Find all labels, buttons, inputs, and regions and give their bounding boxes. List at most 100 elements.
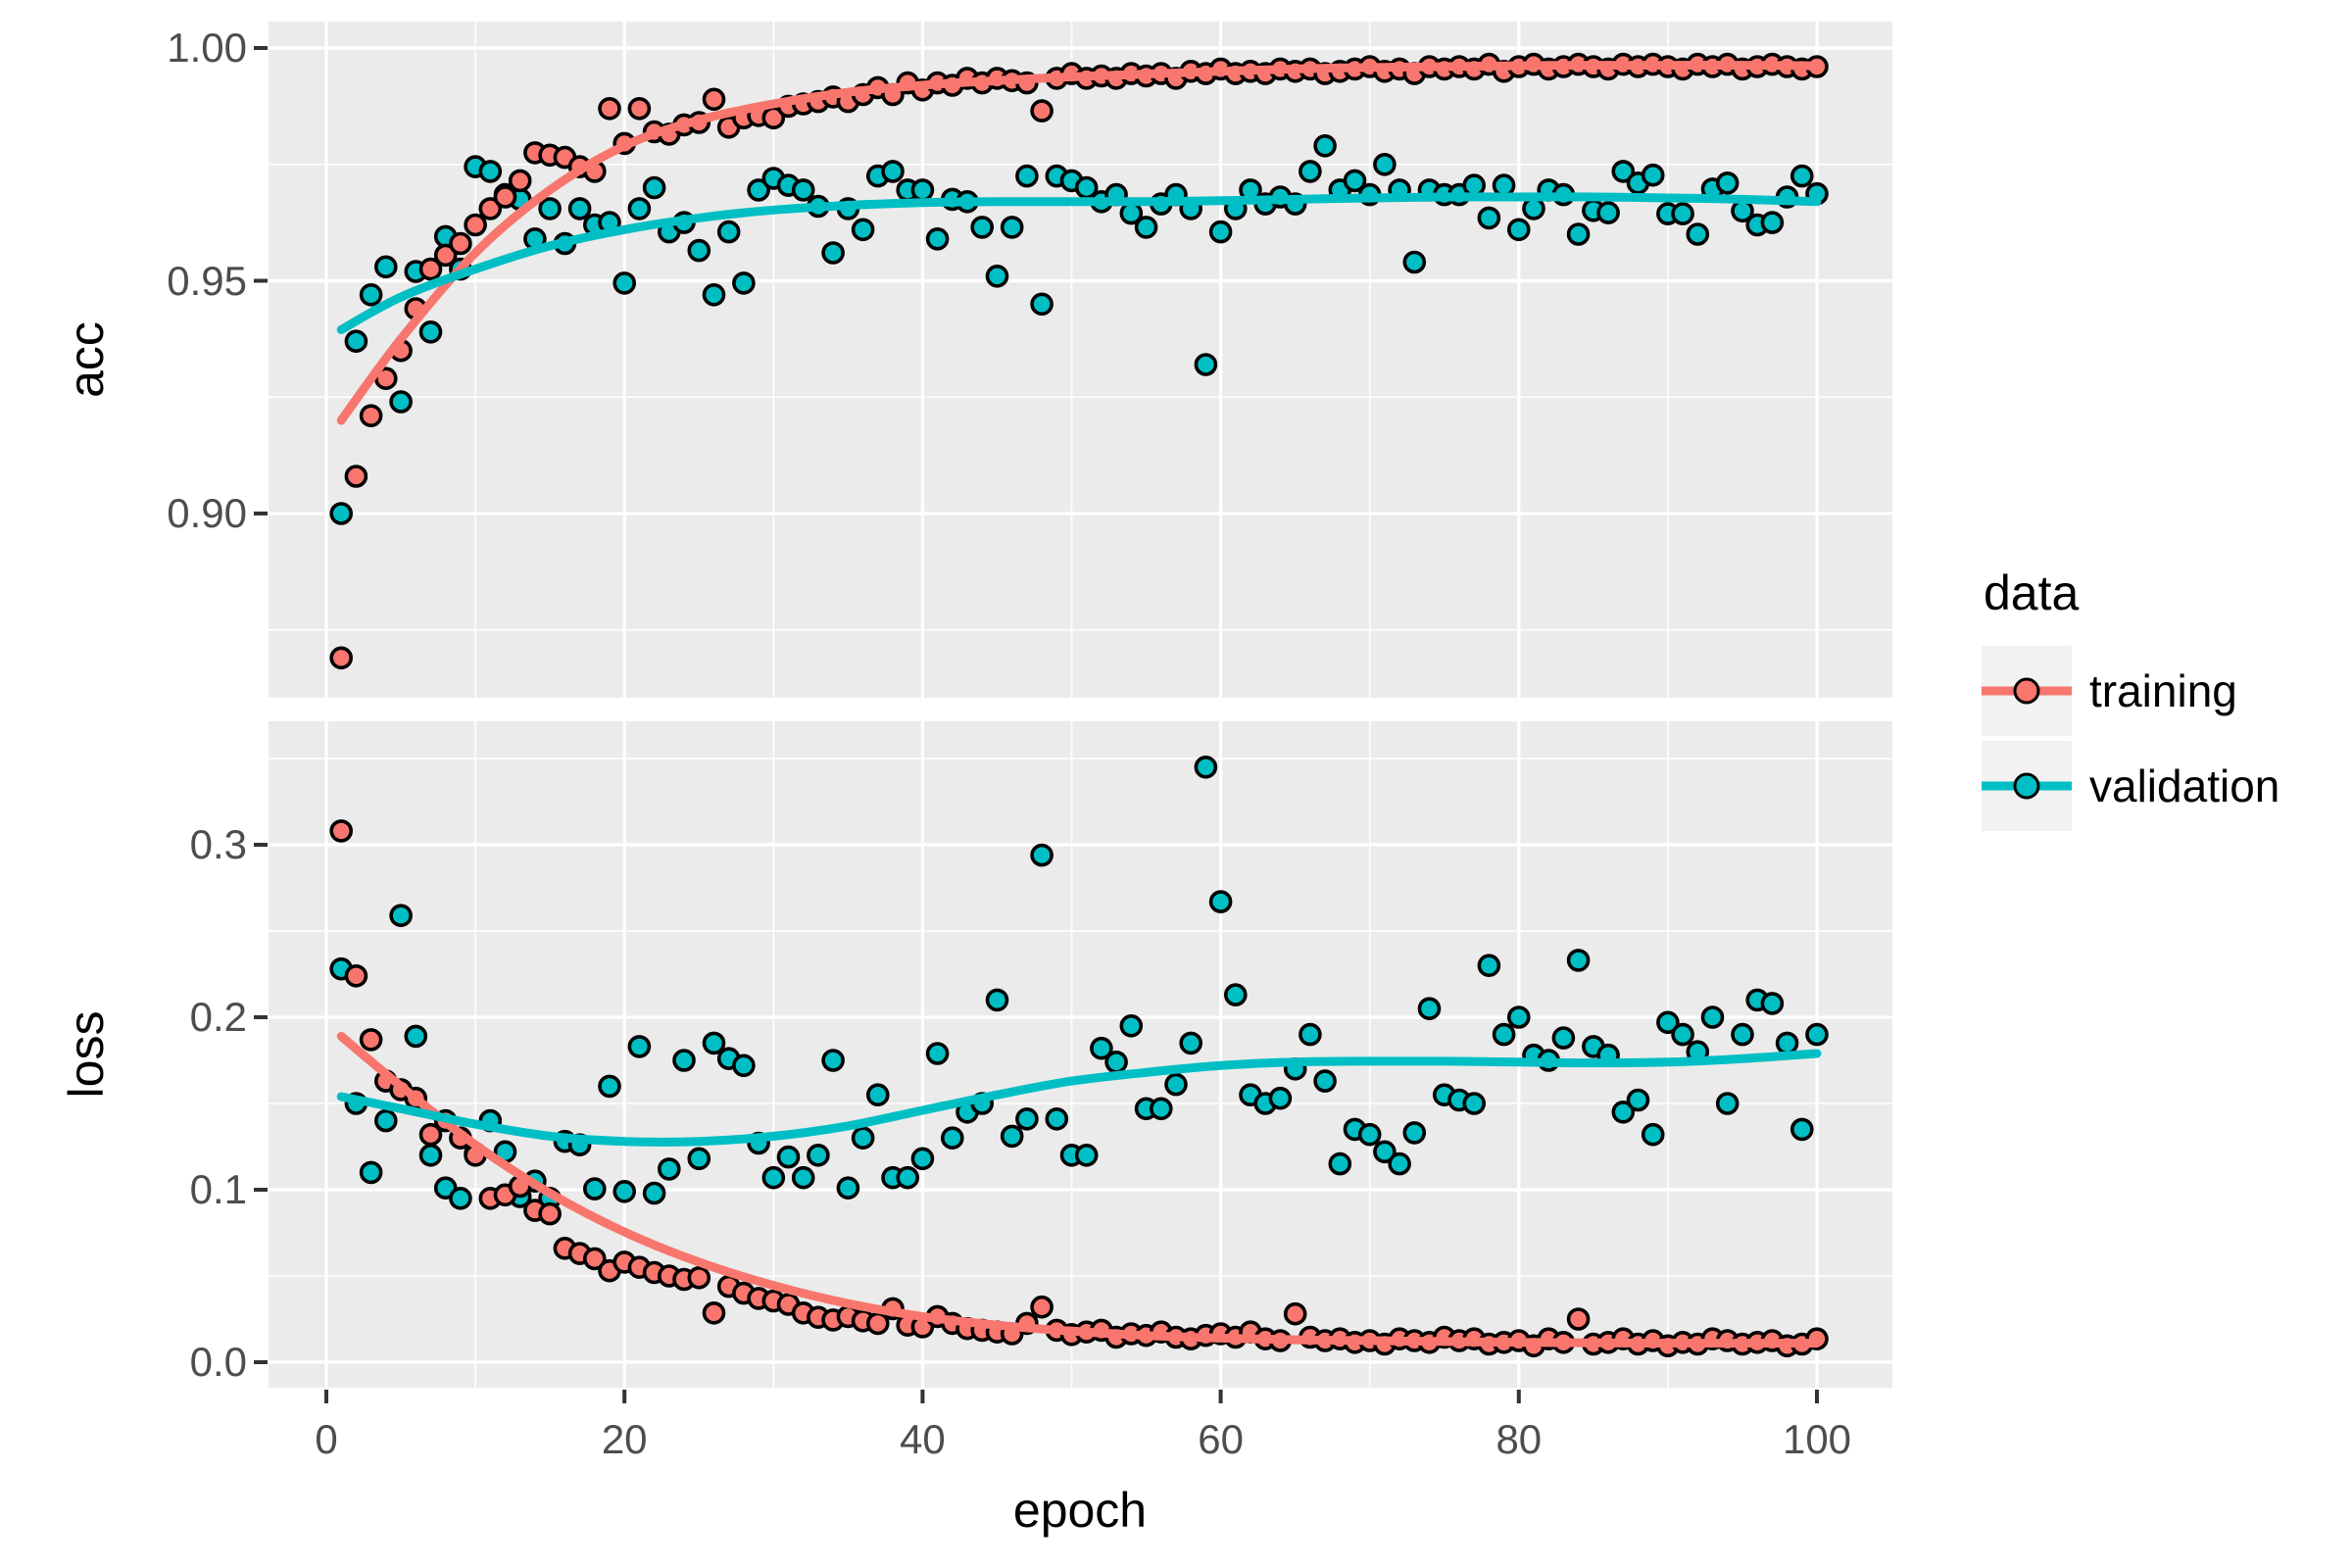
point-validation [1715,172,1740,195]
point-validation [1775,1031,1799,1055]
x-tick-label-80: 80 [1495,1416,1543,1462]
point-training [493,185,517,209]
point-validation [1760,211,1785,234]
point-validation [1671,1022,1694,1047]
point-validation [1551,1026,1576,1050]
panel-loss [254,721,1892,1388]
point-validation [851,218,875,242]
point-training [627,97,652,121]
point-validation [1373,1140,1396,1164]
legend: data training validation [1982,566,2279,836]
point-validation [1194,353,1218,376]
point-validation [1462,1092,1486,1115]
point-validation [1715,1092,1740,1115]
point-validation [1596,201,1620,224]
point-training [344,465,368,488]
point-validation [1805,1022,1829,1047]
y-tick-label-acc-1.00: 1.00 [167,24,247,71]
legend-label-training: training [2089,665,2237,716]
point-validation [612,271,637,295]
point-validation [1000,1124,1024,1149]
x-tick-label-60: 60 [1198,1416,1244,1462]
points-validation [329,755,1829,1210]
point-validation [747,178,770,202]
point-validation [1030,292,1054,317]
major-gridlines [269,22,1892,698]
point-training [508,169,532,193]
y-tick-label-loss-0.2: 0.2 [189,994,247,1040]
point-validation [910,178,935,202]
point-validation [925,227,950,251]
legend-point-icon [2013,677,2040,705]
x-axis-title: epoch [1012,1483,1148,1538]
point-validation [1194,755,1218,779]
point-validation [1045,1107,1069,1131]
point-validation [329,502,354,525]
point-validation [821,241,845,265]
points-validation [329,134,1829,525]
smooth-line-validation [336,192,1822,334]
smooth-line-training [336,1031,1822,1348]
point-training [598,97,621,121]
point-validation [478,160,503,183]
point-validation [1790,164,1814,188]
point-validation [1790,1117,1814,1142]
point-validation [1507,218,1531,242]
point-validation [1388,1152,1411,1176]
point-validation [373,1108,398,1133]
point-validation [642,1181,666,1205]
point-validation [925,1042,950,1065]
point-training [1283,1301,1307,1326]
point-training [1030,1295,1054,1319]
point-training [418,1122,443,1147]
point-validation [1700,1005,1725,1029]
point-validation [1208,890,1233,913]
point-validation [687,1147,711,1171]
point-training [478,197,503,220]
point-validation [1015,164,1039,188]
point-validation [732,1054,756,1078]
point-validation [1731,1022,1754,1047]
y-tick-label-loss-0.3: 0.3 [189,821,247,867]
point-validation [1522,197,1545,220]
point-validation [881,160,905,183]
point-validation [1119,1014,1144,1038]
point-validation [344,329,368,354]
y-tick-label-acc-0.90: 0.90 [167,490,247,536]
point-validation [865,1083,890,1106]
point-validation [821,1049,845,1072]
legend-key-validation [1982,741,2072,831]
point-validation [985,264,1009,288]
point-validation [1507,1005,1531,1029]
point-validation [761,1165,786,1190]
point-validation [1611,1101,1636,1124]
point-validation [627,1035,652,1058]
legend-item-training: training [1982,646,2279,736]
legend-key-training [1982,646,2072,736]
x-tick-label-0: 0 [315,1416,338,1462]
point-validation [598,1074,621,1099]
y-tick-label-loss-0.0: 0.0 [189,1339,247,1385]
point-validation [657,1157,681,1181]
point-validation [1090,1036,1113,1060]
point-training [702,1301,726,1325]
point-validation [1015,1107,1039,1131]
point-validation [776,1145,801,1169]
point-validation [672,1049,696,1072]
point-validation [1760,992,1785,1015]
y-tick-label-acc-0.95: 0.95 [167,257,247,304]
facet-label-acc: acc [59,321,114,398]
x-tick-label-100: 100 [1782,1416,1852,1462]
point-validation [1298,1022,1322,1047]
point-validation [627,197,652,220]
point-validation [732,271,756,295]
point-validation [1298,160,1322,183]
point-validation [807,1144,830,1167]
point-validation [1074,1144,1099,1167]
point-validation [1313,134,1337,158]
point-validation [1150,1097,1173,1121]
point-validation [1477,954,1501,978]
point-validation [1611,160,1636,183]
point-validation [389,904,413,928]
